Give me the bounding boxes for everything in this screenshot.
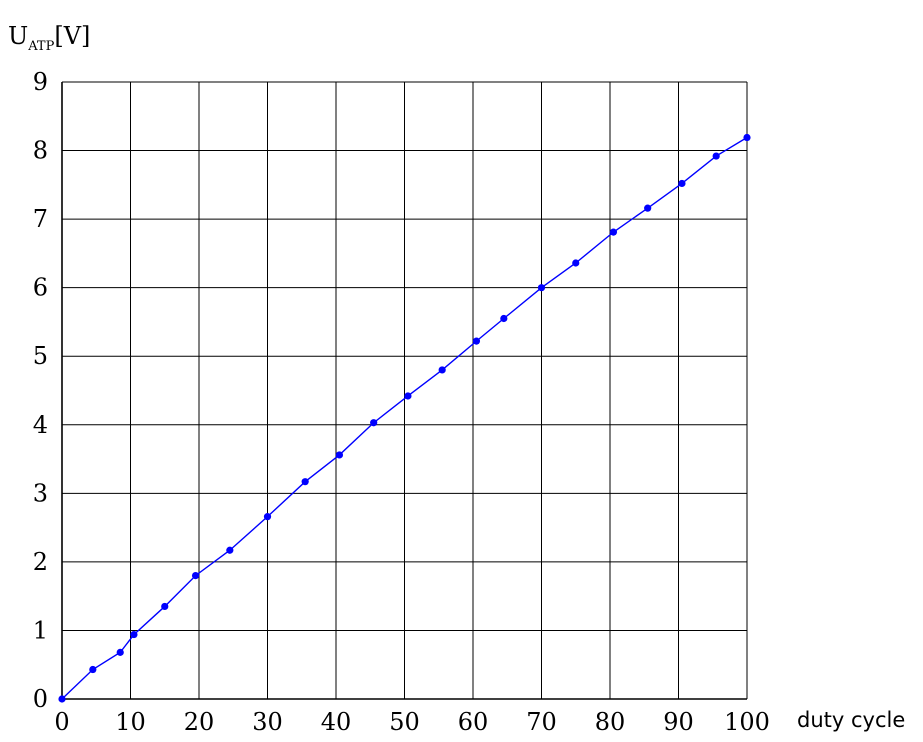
- data-point-4: [161, 602, 169, 611]
- y-axis-label: UATP[V]: [8, 22, 90, 54]
- data-point-5: [191, 572, 200, 580]
- data-point-20: [712, 152, 720, 160]
- data-point-0: [58, 695, 66, 703]
- x-tick-label-1: 10: [115, 708, 146, 736]
- data-point-6: [226, 546, 234, 554]
- y-axis-label-subscript: ATP: [27, 39, 54, 54]
- y-tick-label-1: 1: [33, 616, 48, 644]
- x-tick-label-0: 0: [54, 708, 69, 736]
- y-tick-label-0: 0: [33, 685, 48, 713]
- data-point-8: [301, 478, 309, 486]
- y-axis-label-main: U: [8, 22, 28, 50]
- y-tick-label-5: 5: [33, 342, 48, 370]
- data-point-10: [370, 419, 378, 427]
- axes: [61, 82, 747, 700]
- x-tick-label-5: 50: [389, 708, 420, 736]
- x-tick-label-10: 100: [724, 708, 770, 736]
- x-tick-labels: 0 10 20 30 40 50 60 70 80 90 100: [54, 708, 770, 736]
- data-point-2: [116, 648, 124, 656]
- data-point-17: [609, 228, 618, 236]
- data-point-12: [438, 366, 446, 374]
- x-tick-label-7: 70: [526, 708, 557, 736]
- x-tick-label-4: 40: [321, 708, 352, 736]
- data-series: [58, 133, 751, 703]
- data-point-16: [572, 259, 580, 267]
- data-point-9: [335, 451, 344, 459]
- y-tick-label-7: 7: [33, 205, 48, 233]
- y-tick-label-3: 3: [33, 479, 48, 507]
- data-point-13: [472, 337, 481, 345]
- data-point-1: [89, 665, 97, 674]
- y-axis-label-unit: [V]: [54, 22, 90, 50]
- y-tick-label-4: 4: [33, 411, 48, 439]
- y-tick-labels: 0 1 2 3 4 5 6 7 8 9: [33, 68, 48, 713]
- data-point-11: [404, 392, 412, 400]
- y-tick-label-9: 9: [33, 68, 48, 96]
- x-tick-label-3: 30: [252, 708, 283, 736]
- y-tick-label-8: 8: [33, 137, 48, 165]
- data-point-18: [644, 204, 652, 212]
- data-point-14: [500, 314, 508, 323]
- data-point-21: [743, 133, 751, 142]
- x-tick-label-9: 90: [663, 708, 694, 736]
- data-point-15: [537, 284, 546, 292]
- data-point-19: [678, 179, 686, 188]
- y-tick-label-2: 2: [33, 548, 48, 576]
- x-axis-label: duty cycle: [797, 708, 905, 732]
- x-tick-label-6: 60: [458, 708, 489, 736]
- x-tick-label-8: 80: [595, 708, 626, 736]
- data-point-3: [130, 630, 138, 639]
- y-tick-label-6: 6: [33, 274, 48, 302]
- data-point-7: [263, 513, 272, 521]
- series-line-0: [61, 136, 748, 700]
- x-tick-label-2: 20: [184, 708, 215, 736]
